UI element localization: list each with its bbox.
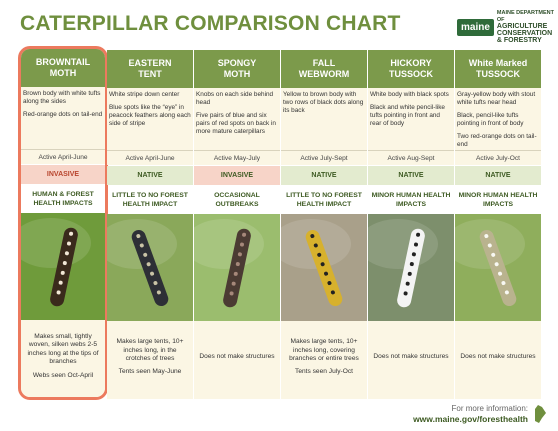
column-header: EASTERN TENT bbox=[107, 50, 193, 88]
description-item: Blue spots like the “eye” in peacock fea… bbox=[109, 104, 191, 127]
structures: Does not make structures bbox=[368, 321, 454, 399]
description-item: Brown body with white tufts along the si… bbox=[23, 90, 101, 105]
description-item: Red-orange dots on tail-end bbox=[23, 111, 103, 118]
column-header: BROWNTAIL MOTH bbox=[21, 49, 105, 87]
impact: OCCASIONAL OUTBREAKS bbox=[214, 191, 260, 208]
caterpillar-photo bbox=[21, 218, 91, 307]
structures-item: Makes large tents, 10+ inches long, in t… bbox=[116, 338, 184, 362]
logo: maine MAINE DEPARTMENT OF AGRICULTURE CO… bbox=[457, 10, 558, 44]
structures-item: Tents seen July-Oct bbox=[295, 368, 353, 376]
column-header: White Marked TUSSOCK bbox=[455, 50, 541, 88]
status: INVASIVE bbox=[21, 165, 105, 184]
description: Brown body with white tufts along the si… bbox=[21, 87, 105, 149]
state-icon bbox=[535, 405, 546, 423]
description: Knobs on each side behind head Five pairs… bbox=[194, 88, 280, 150]
description-item: Black and white pencil-like tufts pointi… bbox=[370, 104, 445, 127]
impact: MINOR HUMAN HEALTH IMPACTS bbox=[371, 191, 451, 208]
column: SPONGY MOTH Knobs on each side behind head… bbox=[194, 50, 280, 400]
column-name: MOTH bbox=[223, 69, 251, 79]
photo bbox=[455, 214, 541, 321]
status: NATIVE bbox=[107, 166, 193, 185]
column-name: TENT bbox=[138, 69, 162, 79]
description: Yellow to brown body with two rows of bl… bbox=[281, 88, 367, 150]
column-name: White Marked bbox=[468, 58, 528, 68]
description-item: Five pairs of blue and six pairs of red … bbox=[196, 112, 276, 135]
impact: LITTLE TO NO FOREST HEALTH IMPACT bbox=[286, 191, 362, 208]
description: White stripe down center Blue spots like … bbox=[107, 88, 193, 150]
active-period: Active Aug-Sept bbox=[368, 150, 454, 165]
column-name: HICKORY bbox=[390, 58, 432, 68]
title: CATERPILLAR COMPARISON CHART bbox=[20, 12, 401, 35]
caterpillar-photo bbox=[107, 219, 177, 307]
column-name: TUSSOCK bbox=[388, 69, 433, 79]
column-name: EASTERN bbox=[128, 58, 172, 68]
description: Gray-yellow body with stout white tufts … bbox=[455, 88, 541, 150]
logo-line: AGRICULTURE bbox=[496, 23, 548, 30]
column: EASTERN TENT White stripe down center Blue … bbox=[107, 50, 193, 400]
column: HICKORY TUSSOCK White body with black spot… bbox=[368, 50, 454, 400]
caterpillar-photo bbox=[455, 219, 525, 307]
structures: Does not make structures bbox=[455, 321, 541, 399]
column: White Marked TUSSOCK Gray-yellow body with… bbox=[455, 50, 541, 400]
structures: Makes small, tightly woven, silken webs … bbox=[21, 320, 105, 397]
photo bbox=[368, 214, 454, 321]
structures-item: Makes large tents, 10+ inches long, cove… bbox=[289, 338, 359, 362]
column: BROWNTAIL MOTH Brown body with white tufts… bbox=[18, 46, 108, 400]
logo-line: CONSERVATION bbox=[496, 30, 553, 37]
status: INVASIVE bbox=[194, 166, 280, 185]
structures: Makes large tents, 10+ inches long, cove… bbox=[281, 321, 367, 399]
active-period: Active April-June bbox=[107, 150, 193, 165]
column-name: WEBWORM bbox=[298, 69, 350, 79]
column-name: SPONGY bbox=[217, 58, 257, 68]
logo-line: MAINE DEPARTMENT OF bbox=[496, 10, 554, 23]
column: FALL WEBWORM Yellow to brown body with two… bbox=[281, 50, 367, 400]
description: White body with black spots Black and whi… bbox=[368, 88, 454, 150]
logo-text: MAINE DEPARTMENT OF AGRICULTURE CONSERVA… bbox=[497, 10, 558, 44]
status: NATIVE bbox=[368, 166, 454, 185]
status: NATIVE bbox=[455, 166, 541, 185]
description-item: Two red-orange dots on tail-end bbox=[457, 133, 537, 148]
structures: Makes large tents, 10+ inches long, in t… bbox=[107, 321, 193, 399]
caterpillar-photo bbox=[281, 219, 351, 307]
impact: HUMAN & FOREST HEALTH IMPACTS bbox=[32, 190, 94, 207]
active-period: Active April-June bbox=[21, 149, 105, 164]
structures-item: Does not make structures bbox=[373, 353, 449, 361]
column-header: FALL WEBWORM bbox=[281, 50, 367, 88]
caterpillar-photo bbox=[368, 219, 438, 308]
description-item: Yellow to brown body with two rows of bl… bbox=[283, 91, 364, 114]
structures-item: Tents seen May-June bbox=[118, 368, 182, 376]
caterpillar-photo bbox=[194, 219, 264, 308]
logo-line: & FORESTRY bbox=[496, 37, 542, 44]
description-item: White body with black spots bbox=[370, 91, 449, 98]
structures-item: Does not make structures bbox=[199, 353, 275, 361]
description-item: Gray-yellow body with stout white tufts … bbox=[457, 91, 536, 106]
structures-item: Makes small, tightly woven, silken webs … bbox=[27, 332, 99, 366]
column-name: BROWNTAIL bbox=[35, 57, 91, 67]
status: NATIVE bbox=[281, 166, 367, 185]
structures: Does not make structures bbox=[194, 321, 280, 399]
impact: MINOR HUMAN HEALTH IMPACTS bbox=[458, 191, 538, 208]
column-name: MOTH bbox=[49, 68, 77, 78]
column-name: FALL bbox=[312, 58, 336, 68]
active-period: Active May-July bbox=[194, 150, 280, 165]
column-header: HICKORY TUSSOCK bbox=[368, 50, 454, 88]
column-header: SPONGY MOTH bbox=[194, 50, 280, 88]
photo bbox=[107, 214, 193, 321]
photo bbox=[21, 213, 105, 320]
description-item: Black, pencil-like tufts pointing in fro… bbox=[457, 112, 524, 127]
structures-item: Does not make structures bbox=[460, 353, 536, 361]
description-item: Knobs on each side behind head bbox=[196, 91, 274, 106]
active-period: Active July-Oct bbox=[455, 150, 541, 165]
active-period: Active July-Sept bbox=[281, 150, 367, 165]
structures-item: Webs seen Oct-April bbox=[32, 371, 94, 379]
column-name: TUSSOCK bbox=[475, 69, 520, 79]
footer-link[interactable]: www.maine.gov/foresthealth bbox=[413, 414, 528, 424]
impact: LITTLE TO NO FOREST HEALTH IMPACT bbox=[112, 191, 188, 208]
logo-mark: maine bbox=[457, 18, 494, 36]
footer-label: For more information: bbox=[451, 404, 528, 413]
photo bbox=[194, 214, 280, 321]
photo bbox=[281, 214, 367, 321]
description-item: White stripe down center bbox=[109, 91, 180, 98]
